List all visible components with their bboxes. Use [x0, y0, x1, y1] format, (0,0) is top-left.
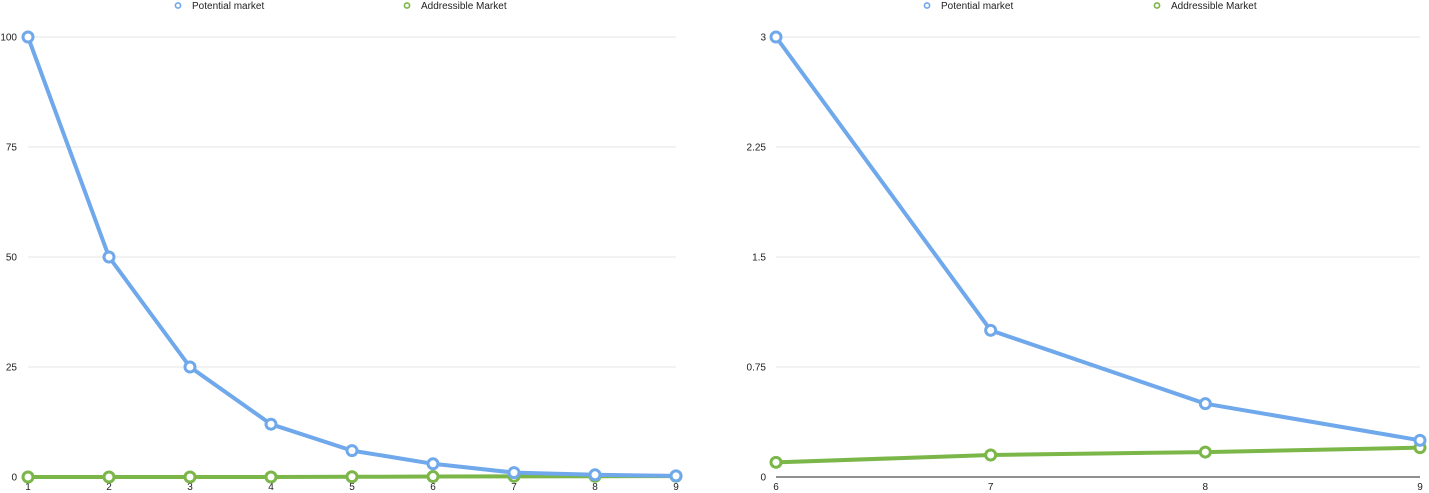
- y-tick-label: 50: [6, 253, 18, 264]
- data-point: [183, 470, 197, 484]
- x-tick-label: 8: [1203, 482, 1209, 493]
- data-point: [1198, 397, 1212, 411]
- legend-marker: [174, 2, 182, 9]
- data-point: [588, 468, 602, 482]
- y-tick-label: 0: [760, 473, 766, 484]
- y-tick-label: 0: [11, 473, 17, 484]
- data-point: [1413, 433, 1427, 447]
- legend-label: Potential market: [941, 1, 1013, 12]
- x-tick-label: 7: [511, 482, 517, 493]
- x-tick-label: 9: [1417, 482, 1423, 493]
- legend-label: Potential market: [192, 1, 264, 12]
- y-tick-label: 75: [6, 143, 18, 154]
- chart-2: 0 0.75 1.5 2.25 3 6 7 8 9 Potential market Address…: [747, 1, 1427, 493]
- data-point: [102, 470, 116, 484]
- series-line-1: [26, 35, 678, 478]
- data-point: [426, 457, 440, 471]
- y-tick-label: 100: [0, 33, 17, 44]
- data-point: [669, 469, 683, 483]
- x-tick-label: 6: [773, 482, 779, 493]
- x-tick-label: 3: [187, 482, 193, 493]
- data-point: [507, 466, 521, 480]
- data-point: [21, 470, 35, 484]
- data-point: [21, 30, 35, 44]
- x-tick-label: 8: [592, 482, 598, 493]
- legend-marker: [403, 2, 411, 9]
- data-point: [345, 470, 359, 484]
- data-point: [984, 323, 998, 337]
- data-point: [264, 470, 278, 484]
- x-tick-label: 4: [268, 482, 274, 493]
- data-point: [769, 455, 783, 469]
- x-tick-label: 1: [25, 482, 31, 493]
- data-point: [984, 448, 998, 462]
- legend-label: Addressible Market: [421, 1, 507, 12]
- data-point: [183, 360, 197, 374]
- y-tick-label: 3: [760, 33, 766, 44]
- data-point: [1198, 445, 1212, 459]
- y-tick-label: 2.25: [747, 143, 767, 154]
- x-tick-label: 9: [673, 482, 679, 493]
- legend-marker: [923, 2, 931, 9]
- legend-label: Addressible Market: [1171, 1, 1257, 12]
- data-point: [345, 444, 359, 458]
- data-point: [264, 417, 278, 431]
- x-tick-label: 5: [349, 482, 355, 493]
- x-tick-label: 6: [430, 482, 436, 493]
- legend-marker: [1153, 2, 1161, 9]
- x-tick-label: 7: [988, 482, 994, 493]
- x-tick-label: 2: [106, 482, 112, 493]
- data-point: [102, 250, 116, 264]
- series-line-2: [774, 445, 1422, 465]
- chart-1: 0 25 50 75 100 1 2 3 4 5 6 7 8 9 Potential market Addre…: [0, 1, 683, 493]
- y-tick-label: 0.75: [747, 363, 767, 374]
- series-line-1: [774, 35, 1422, 443]
- data-point: [426, 470, 440, 484]
- y-tick-label: 25: [6, 363, 18, 374]
- y-tick-label: 1.5: [752, 253, 766, 264]
- data-point: [769, 30, 783, 44]
